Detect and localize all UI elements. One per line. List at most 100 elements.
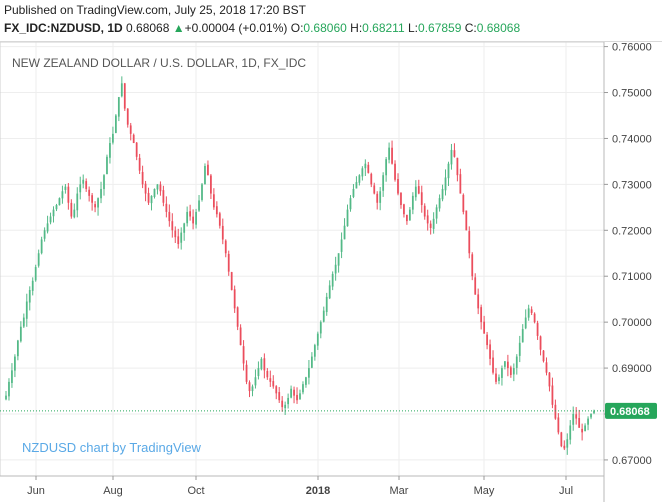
candle <box>575 407 578 425</box>
candle <box>14 354 16 378</box>
candle-body <box>284 404 287 409</box>
candle-body <box>76 193 79 211</box>
candle-body <box>325 296 328 313</box>
candle-body <box>67 186 70 203</box>
candle-body <box>189 211 192 217</box>
candle <box>590 413 592 420</box>
candle <box>135 141 138 161</box>
candle <box>293 386 295 404</box>
candle <box>43 227 46 242</box>
candle <box>52 206 55 223</box>
candle <box>55 203 58 212</box>
candle-body <box>150 195 153 204</box>
candle-body <box>198 200 200 211</box>
candle <box>492 350 494 375</box>
candle-body <box>5 395 7 400</box>
candle-body <box>114 115 117 133</box>
candle <box>349 195 352 212</box>
y-tick-label: 0.75000 <box>612 88 652 100</box>
candle <box>129 122 132 141</box>
candle-body <box>340 239 343 252</box>
candle <box>31 277 34 296</box>
candle-body <box>19 326 22 342</box>
candle <box>388 142 390 164</box>
chart-header: Published on TradingView.com, July 25, 2… <box>0 0 662 40</box>
candle <box>120 76 123 98</box>
candle-body <box>391 147 393 164</box>
candle-body <box>486 334 488 346</box>
candle-body <box>379 191 382 203</box>
candle-body <box>331 273 334 287</box>
candle-body <box>465 210 468 231</box>
candle-body <box>515 356 518 368</box>
candle-body <box>364 163 367 169</box>
candle <box>308 359 310 385</box>
candle-body <box>254 377 257 386</box>
candle <box>435 204 438 224</box>
candle-body <box>204 166 206 185</box>
candle-body <box>432 218 435 229</box>
candle <box>578 409 581 428</box>
candle <box>218 211 221 229</box>
candle <box>459 168 462 194</box>
candlestick-chart[interactable]: 0.76000 0.75000 0.74000 0.73000 0.72000 0.710… <box>0 42 662 502</box>
candle <box>444 169 447 196</box>
candle-body <box>299 393 301 400</box>
candle <box>310 352 313 369</box>
candle-body <box>545 362 548 373</box>
candle-body <box>498 377 500 382</box>
candle-body <box>73 209 76 218</box>
close-value: 0.68068 <box>476 21 521 35</box>
candle <box>536 320 539 340</box>
candle-body <box>572 414 575 425</box>
candle-body <box>438 198 441 209</box>
candle <box>581 423 584 441</box>
time-axis[interactable]: Jun Aug Oct 2018 Mar May Jul <box>27 476 573 497</box>
candle-body <box>245 364 248 382</box>
candle <box>11 363 13 388</box>
candle <box>180 227 183 250</box>
candle-body <box>100 188 102 199</box>
candle-body <box>230 272 233 290</box>
candle-body <box>444 177 447 191</box>
candle-body <box>373 185 376 194</box>
candle <box>150 195 153 211</box>
candle-body <box>278 392 281 401</box>
candle-body <box>441 188 444 200</box>
candle <box>73 203 76 219</box>
candle-body <box>257 368 260 377</box>
candle-body <box>414 186 417 198</box>
candle <box>126 108 129 128</box>
candle-body <box>459 174 462 194</box>
candle-body <box>46 223 49 232</box>
candle <box>132 133 135 144</box>
candle <box>420 185 423 213</box>
candle <box>319 320 322 339</box>
candle <box>495 367 497 385</box>
candle <box>331 271 334 291</box>
candle <box>49 212 52 225</box>
candle-body <box>302 384 304 393</box>
candle <box>515 354 518 375</box>
candle-body <box>388 147 390 160</box>
candle <box>224 239 227 258</box>
candle <box>275 385 278 400</box>
candle-body <box>22 317 25 327</box>
candle <box>147 187 150 205</box>
candle <box>542 350 545 363</box>
candle-body <box>144 183 147 194</box>
candle-body <box>533 313 536 323</box>
candle <box>551 377 554 409</box>
candle-body <box>97 198 99 208</box>
candle-body <box>162 190 165 203</box>
candle <box>429 220 432 235</box>
candle-body <box>417 186 420 194</box>
candle-body <box>548 372 551 387</box>
candle-body <box>138 157 141 171</box>
candle-body <box>242 346 245 364</box>
candle-body <box>224 240 227 254</box>
candle <box>322 306 325 323</box>
candle-body <box>269 378 272 382</box>
candle-body <box>492 357 494 373</box>
x-tick-label: Oct <box>187 485 204 497</box>
